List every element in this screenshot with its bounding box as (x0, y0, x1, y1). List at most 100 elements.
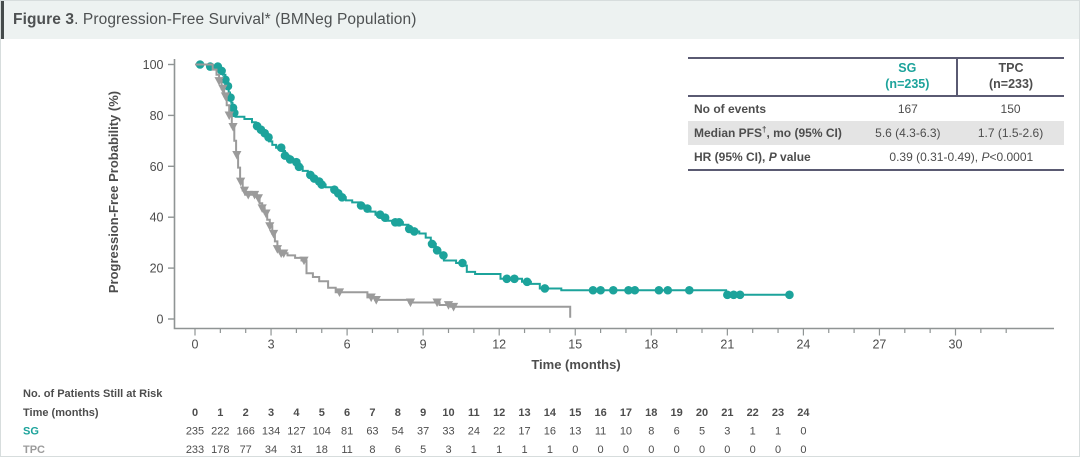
x-tick-label: 12 (492, 338, 506, 352)
censor-marker-tpc (279, 249, 289, 259)
risk-time-value: 16 (594, 407, 606, 419)
hr-label-p: P (768, 149, 777, 164)
censor-marker-tpc (366, 293, 376, 303)
risk-value-tpc: 1 (471, 444, 477, 456)
risk-time-value: 0 (192, 407, 198, 419)
censor-marker-sg (510, 274, 519, 284)
axis-lines (173, 59, 1054, 330)
censor-marker-sg (729, 290, 738, 300)
hr-value-text: 0.39 (0.31-0.49), (889, 149, 982, 164)
censor-marker-sg (432, 245, 442, 255)
risk-time-value: 13 (518, 407, 530, 419)
risk-time-value: 6 (344, 407, 350, 419)
y-axis-title: Progression-Free Probability (%) (106, 91, 121, 293)
median-pfs-label-text: Median PFS (694, 126, 763, 140)
risk-time-value: 10 (442, 407, 454, 419)
censor-marker-tpc (224, 111, 234, 121)
risk-value-tpc: 3 (445, 444, 451, 456)
risk-time-value: 15 (569, 407, 581, 419)
y-tick-label: 20 (150, 262, 164, 276)
risk-time-value: 3 (268, 407, 274, 419)
x-tick-label: 9 (420, 338, 427, 352)
hr-value: 0.39 (0.31-0.49), P<0.0001 (858, 145, 1064, 171)
risk-value-tpc: 0 (724, 444, 730, 456)
risk-value-sg: 5 (699, 426, 705, 438)
risk-value-sg: 0 (800, 426, 806, 438)
risk-value-tpc: 0 (674, 444, 680, 456)
sg-header-name: SG (898, 61, 917, 76)
pfs-stats-table: SG (n=235) TPC (n=233) No of events 167 … (688, 57, 1064, 171)
risk-time-value: 11 (468, 407, 480, 419)
figure-title: Figure 3. Progression-Free Survival* (BM… (4, 11, 417, 29)
risk-value-sg: 63 (366, 426, 378, 438)
censor-marker-sg (294, 162, 304, 172)
hr-label-suffix: value (776, 149, 811, 164)
median-pfs-sg-value: 5.6 (4.3-6.3) (875, 125, 941, 140)
median-pfs-label-units: , mo (95% CI) (766, 126, 842, 140)
y-tick-label: 60 (150, 160, 164, 174)
censor-marker-tpc (334, 288, 345, 297)
tpc-header-n: (n=233) (988, 77, 1034, 91)
x-tick-label: 24 (796, 338, 810, 352)
figure-title-band: Figure 3. Progression-Free Survival* (BM… (1, 1, 1079, 39)
risk-value-tpc: 1 (521, 444, 527, 456)
median-pfs-dagger: † (762, 125, 767, 134)
events-label: No of events (694, 101, 767, 116)
risk-value-sg: 16 (544, 426, 556, 438)
risk-value-tpc: 5 (420, 444, 426, 456)
risk-time-value: 19 (671, 407, 683, 419)
risk-row-label-sg: SG (23, 426, 39, 438)
stats-header-sg: SG (n=235) (858, 57, 958, 97)
y-tick-label: 0 (157, 313, 164, 327)
risk-value-tpc: 6 (395, 444, 401, 456)
censor-marker-sg (522, 277, 532, 287)
risk-value-sg: 13 (569, 426, 581, 438)
risk-value-sg: 17 (518, 426, 530, 438)
x-axis-title: Time (months) (531, 357, 620, 372)
events-sg-value: 167 (897, 101, 918, 116)
risk-time-value: 5 (319, 407, 325, 419)
censor-marker-tpc (214, 77, 224, 86)
risk-value-tpc: 1 (547, 444, 553, 456)
stats-header-tpc: TPC (n=233) (956, 57, 1064, 97)
risk-value-tpc: 0 (775, 444, 781, 456)
x-tick-label: 3 (268, 338, 275, 352)
censor-marker-sg (685, 285, 694, 295)
censor-marker-tpc (448, 302, 459, 312)
risk-time-value: 9 (420, 407, 426, 419)
censor-marker-tpc (405, 298, 416, 308)
censor-marker-sg (540, 284, 550, 293)
risk-values-layer: 0 1 2 3 4 5 6 7 8 9 10 11 12 13 14 15 16 17 18 19 20 21 22 23 24… (186, 407, 811, 456)
hr-label: HR (95% CI), P value (688, 145, 859, 171)
risk-value-sg: 22 (493, 426, 505, 438)
risk-value-sg: 33 (442, 426, 454, 438)
risk-value-tpc: 0 (699, 444, 705, 456)
risk-value-sg: 166 (237, 426, 255, 438)
censor-marker-tpc (261, 209, 271, 219)
y-tick-label: 100 (143, 58, 164, 72)
sg-header-n: (n=235) (885, 77, 930, 91)
censor-marker-tpc (257, 204, 267, 213)
censor-marker-sg (264, 132, 273, 142)
censor-marker-tpc (220, 92, 231, 102)
censor-marker-sg (596, 285, 605, 295)
risk-value-sg: 222 (211, 426, 229, 438)
hr-value-p: P (981, 149, 990, 164)
risk-value-tpc: 178 (211, 444, 229, 456)
stats-row-hr: HR (95% CI), P value 0.39 (0.31-0.49), P… (688, 145, 1064, 171)
censor-marker-sg (380, 213, 390, 223)
risk-value-tpc: 11 (341, 444, 352, 456)
risk-time-value: 21 (721, 407, 733, 419)
risk-time-value: 7 (369, 407, 375, 419)
censor-marker-tpc (218, 84, 228, 94)
risk-value-sg: 1 (775, 426, 781, 438)
censor-marker-tpc (268, 229, 279, 239)
risk-value-sg: 134 (262, 426, 280, 438)
censor-marker-sg (458, 258, 467, 268)
risk-value-tpc: 233 (186, 444, 204, 456)
risk-time-value: 22 (747, 407, 759, 419)
censor-marker-sg (394, 217, 404, 227)
risk-time-value: 14 (544, 407, 557, 419)
risk-value-sg: 104 (313, 426, 331, 438)
